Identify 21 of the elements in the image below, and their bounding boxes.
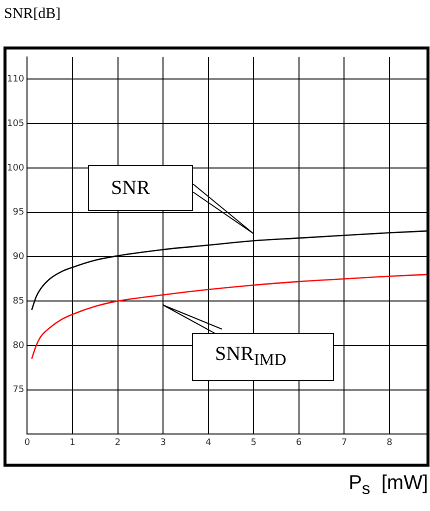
x-tick-label: 7 (341, 438, 348, 448)
x-tick-label: 0 (24, 438, 30, 448)
callout: SNR$_{IMD}$ (161, 302, 336, 383)
y-tick-label: 110 (6, 74, 24, 85)
x-tick-label: 5 (250, 438, 256, 448)
y-tick-label: 105 (6, 118, 24, 129)
y-tick-label: 80 (12, 340, 24, 351)
y-tick-label: 90 (12, 252, 24, 262)
x-tick-label: 2 (114, 438, 121, 448)
y-tick-label: 85 (12, 296, 24, 306)
x-tick-label: 6 (296, 438, 302, 448)
x-axis-title: P$_{s}$ [mW] (348, 472, 428, 499)
y-axis-title: SNR[dB] (4, 6, 61, 23)
x-tick-label: 1 (70, 438, 76, 448)
y-tick-label: 75 (12, 385, 24, 396)
x-tick-label: 8 (386, 438, 393, 448)
callout: SNR (86, 163, 256, 236)
y-tick-label: 100 (6, 163, 24, 174)
y-tick-label: 95 (12, 208, 24, 218)
x-tick-label: 3 (160, 438, 166, 448)
x-tick-label: 4 (205, 438, 212, 448)
